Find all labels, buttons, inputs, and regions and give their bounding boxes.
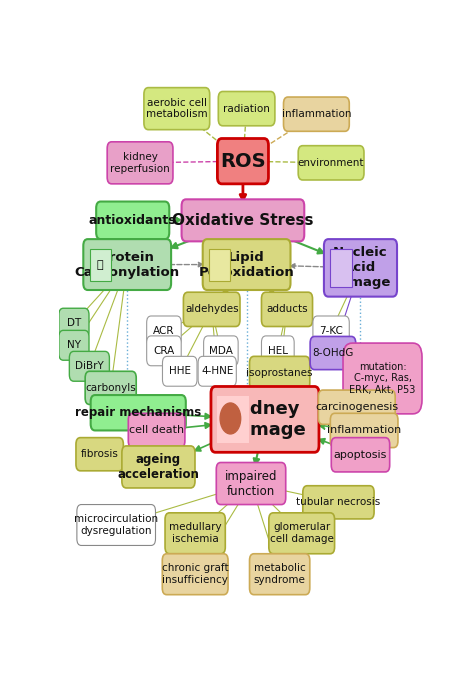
FancyBboxPatch shape xyxy=(162,554,228,595)
Text: impaired
function: impaired function xyxy=(225,470,277,497)
Text: HHE: HHE xyxy=(169,367,191,376)
Text: HEL: HEL xyxy=(268,346,288,356)
Text: repair mechanisms: repair mechanisms xyxy=(75,406,201,419)
FancyBboxPatch shape xyxy=(198,356,237,386)
Bar xyxy=(330,248,352,288)
Text: carcinogenesis: carcinogenesis xyxy=(315,402,398,412)
FancyBboxPatch shape xyxy=(59,308,89,338)
FancyBboxPatch shape xyxy=(91,395,186,431)
FancyBboxPatch shape xyxy=(146,336,181,366)
Text: kidney
reperfusion: kidney reperfusion xyxy=(110,152,170,173)
FancyBboxPatch shape xyxy=(76,437,123,471)
Text: microcirculation
dysregulation: microcirculation dysregulation xyxy=(74,514,158,536)
FancyBboxPatch shape xyxy=(298,146,364,180)
Text: carbonyls: carbonyls xyxy=(85,383,136,393)
FancyBboxPatch shape xyxy=(310,336,356,370)
FancyBboxPatch shape xyxy=(319,390,395,425)
Text: metabolic
syndrome: metabolic syndrome xyxy=(254,564,306,585)
Text: ACR: ACR xyxy=(153,326,175,336)
Text: Lipid
Peroxidation: Lipid Peroxidation xyxy=(199,250,294,279)
Text: inflammation: inflammation xyxy=(327,425,401,435)
Bar xyxy=(90,248,111,281)
Text: tubular necrosis: tubular necrosis xyxy=(296,497,381,508)
FancyBboxPatch shape xyxy=(262,292,312,327)
FancyBboxPatch shape xyxy=(77,504,155,545)
FancyBboxPatch shape xyxy=(85,371,136,404)
Text: mutation:
C-myc, Ras,
ERK, Akt, P53: mutation: C-myc, Ras, ERK, Akt, P53 xyxy=(349,362,416,395)
FancyBboxPatch shape xyxy=(249,356,310,389)
FancyBboxPatch shape xyxy=(165,513,225,554)
FancyBboxPatch shape xyxy=(183,292,240,327)
FancyBboxPatch shape xyxy=(204,336,238,366)
FancyBboxPatch shape xyxy=(269,513,335,554)
FancyBboxPatch shape xyxy=(59,330,89,360)
Text: CRA: CRA xyxy=(153,346,174,356)
FancyBboxPatch shape xyxy=(313,316,349,346)
Text: ROS: ROS xyxy=(220,152,266,171)
Text: 🧬: 🧬 xyxy=(97,260,103,269)
FancyBboxPatch shape xyxy=(219,92,275,126)
Bar xyxy=(217,396,249,443)
FancyBboxPatch shape xyxy=(211,387,319,452)
FancyBboxPatch shape xyxy=(69,352,109,381)
FancyBboxPatch shape xyxy=(107,142,173,184)
FancyBboxPatch shape xyxy=(163,356,197,386)
Text: chronic graft
insufficiency: chronic graft insufficiency xyxy=(162,564,228,585)
FancyBboxPatch shape xyxy=(331,437,390,472)
Bar xyxy=(209,248,230,281)
Text: fibrosis: fibrosis xyxy=(81,450,118,459)
Text: radiation: radiation xyxy=(223,104,270,113)
FancyBboxPatch shape xyxy=(262,336,294,366)
Text: DiBrY: DiBrY xyxy=(75,361,104,371)
Text: environment: environment xyxy=(298,158,365,168)
FancyBboxPatch shape xyxy=(330,413,398,448)
Text: inflammation: inflammation xyxy=(282,109,351,119)
Text: Kidney
Damage: Kidney Damage xyxy=(224,400,306,439)
Text: 8-OHdG: 8-OHdG xyxy=(312,348,354,358)
FancyBboxPatch shape xyxy=(303,486,374,519)
Text: glomerular
cell damage: glomerular cell damage xyxy=(270,522,334,544)
FancyBboxPatch shape xyxy=(283,97,349,132)
Text: NY: NY xyxy=(67,340,81,350)
Text: 7-KC: 7-KC xyxy=(319,326,343,336)
FancyBboxPatch shape xyxy=(128,413,185,448)
Text: cell death: cell death xyxy=(129,425,184,435)
FancyBboxPatch shape xyxy=(216,462,286,504)
Text: DT: DT xyxy=(67,318,81,328)
FancyBboxPatch shape xyxy=(218,138,268,184)
Text: apoptosis: apoptosis xyxy=(334,450,387,460)
Text: isoprostanes: isoprostanes xyxy=(246,368,313,378)
FancyBboxPatch shape xyxy=(83,239,171,290)
Text: adducts: adducts xyxy=(266,304,308,315)
Text: aldehydes: aldehydes xyxy=(185,304,238,315)
Text: ageing
acceleration: ageing acceleration xyxy=(118,453,200,481)
FancyBboxPatch shape xyxy=(144,88,210,130)
FancyBboxPatch shape xyxy=(146,316,181,346)
Text: Oxidative Stress: Oxidative Stress xyxy=(172,213,314,228)
FancyBboxPatch shape xyxy=(343,343,422,414)
FancyBboxPatch shape xyxy=(96,202,169,239)
FancyBboxPatch shape xyxy=(182,199,304,242)
Text: antioxidants: antioxidants xyxy=(89,214,176,227)
FancyBboxPatch shape xyxy=(324,239,397,296)
FancyBboxPatch shape xyxy=(203,239,291,290)
Text: aerobic cell
metabolism: aerobic cell metabolism xyxy=(146,98,208,119)
Circle shape xyxy=(220,403,241,434)
Text: medullary
ischemia: medullary ischemia xyxy=(169,522,221,544)
Text: 4-HNE: 4-HNE xyxy=(201,367,233,376)
Text: Nucleic
Acid
Damage: Nucleic Acid Damage xyxy=(330,246,391,290)
FancyBboxPatch shape xyxy=(122,446,195,488)
Text: MDA: MDA xyxy=(209,346,233,356)
FancyBboxPatch shape xyxy=(249,554,310,595)
Text: Protein
Carbonylation: Protein Carbonylation xyxy=(74,250,180,279)
